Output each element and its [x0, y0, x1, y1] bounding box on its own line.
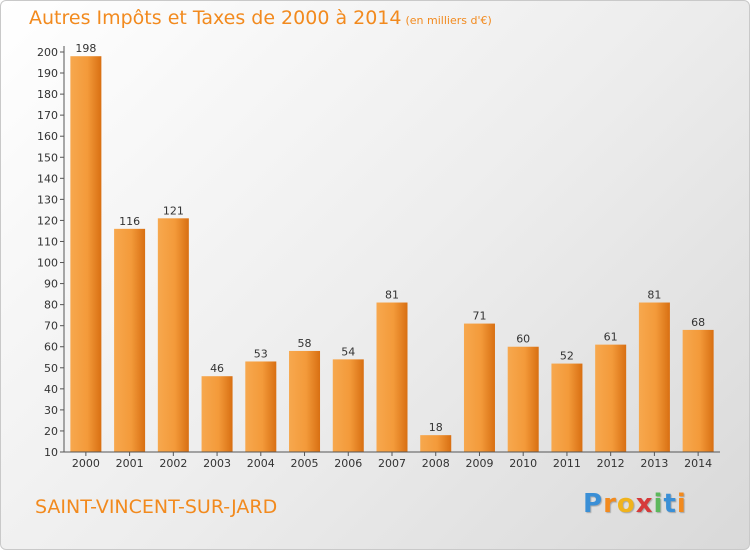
data-label-2013: 81 [647, 289, 661, 302]
chart-title-text: Autres Impôts et Taxes de 2000 à 2014 [29, 7, 402, 29]
bar-2010 [507, 346, 539, 452]
data-label-2006: 54 [341, 345, 355, 358]
y-tick-label: 70 [44, 320, 58, 333]
data-label-2008: 18 [429, 421, 443, 434]
logo-letter: r [603, 489, 617, 519]
bar-2004 [245, 361, 277, 452]
data-label-2005: 58 [298, 337, 312, 350]
data-label-2000: 198 [75, 42, 96, 55]
bar-2012 [595, 344, 627, 452]
data-label-2004: 53 [254, 347, 268, 360]
data-label-2010: 60 [516, 333, 530, 346]
y-tick-label: 120 [37, 214, 58, 227]
x-tick-label: 2007 [378, 457, 406, 470]
chart-title: Autres Impôts et Taxes de 2000 à 2014 (en… [29, 7, 492, 29]
data-label-2003: 46 [210, 362, 224, 375]
y-tick-label: 10 [44, 446, 58, 459]
logo-letter: P [583, 489, 604, 519]
logo-letter: t [663, 489, 677, 519]
x-tick-label: 2010 [509, 457, 537, 470]
y-tick-label: 90 [44, 278, 58, 291]
x-tick-label: 2011 [553, 457, 581, 470]
y-tick-label: 160 [37, 130, 58, 143]
x-tick-label: 2006 [334, 457, 362, 470]
bar-2014 [682, 329, 714, 452]
y-tick-label: 50 [44, 362, 58, 375]
x-tick-label: 2000 [72, 457, 100, 470]
y-tick-label: 170 [37, 109, 58, 122]
x-tick-label: 2008 [422, 457, 450, 470]
logo-letter: x [635, 489, 654, 519]
logo-letter: i [676, 489, 687, 519]
y-tick-label: 130 [37, 193, 58, 206]
data-label-2009: 71 [472, 310, 486, 323]
y-tick-label: 30 [44, 404, 58, 417]
y-tick-label: 180 [37, 88, 58, 101]
bar-2003 [201, 376, 233, 452]
data-label-2011: 52 [560, 350, 574, 363]
bar-2001 [114, 228, 146, 452]
bar-2002 [157, 218, 189, 452]
y-tick-label: 110 [37, 235, 58, 248]
commune-name: SAINT-VINCENT-SUR-JARD [35, 496, 278, 518]
data-label-2014: 68 [691, 316, 705, 329]
logo-letter: i [653, 489, 664, 519]
x-tick-label: 2014 [684, 457, 712, 470]
x-tick-label: 2009 [465, 457, 493, 470]
x-tick-label: 2005 [291, 457, 319, 470]
data-label-2012: 61 [604, 331, 618, 344]
y-tick-label: 150 [37, 151, 58, 164]
y-tick-label: 140 [37, 172, 58, 185]
bar-2000 [70, 56, 102, 453]
y-tick-label: 190 [37, 67, 58, 80]
bar-2008 [420, 435, 452, 452]
data-label-2002: 121 [163, 204, 184, 217]
bar-2009 [463, 323, 495, 452]
y-tick-label: 200 [37, 46, 58, 59]
bar-2007 [376, 302, 408, 452]
bar-2013 [638, 302, 670, 452]
bar-2005 [289, 350, 321, 452]
x-tick-label: 2012 [597, 457, 625, 470]
data-label-2001: 116 [119, 215, 140, 228]
y-tick-label: 100 [37, 257, 58, 270]
x-tick-label: 2003 [203, 457, 231, 470]
data-label-2007: 81 [385, 289, 399, 302]
y-tick-label: 20 [44, 425, 58, 438]
x-tick-label: 2004 [247, 457, 275, 470]
chart-unit: (en milliers d'€) [405, 14, 492, 27]
proxiti-logo: Proxiti [583, 489, 687, 519]
logo-letter: o [616, 489, 636, 519]
bar-2006 [332, 359, 364, 452]
bar-2011 [551, 363, 583, 452]
x-tick-label: 2002 [159, 457, 187, 470]
x-tick-label: 2001 [116, 457, 144, 470]
y-tick-label: 80 [44, 299, 58, 312]
y-tick-label: 40 [44, 383, 58, 396]
y-tick-label: 60 [44, 341, 58, 354]
x-tick-label: 2013 [640, 457, 668, 470]
